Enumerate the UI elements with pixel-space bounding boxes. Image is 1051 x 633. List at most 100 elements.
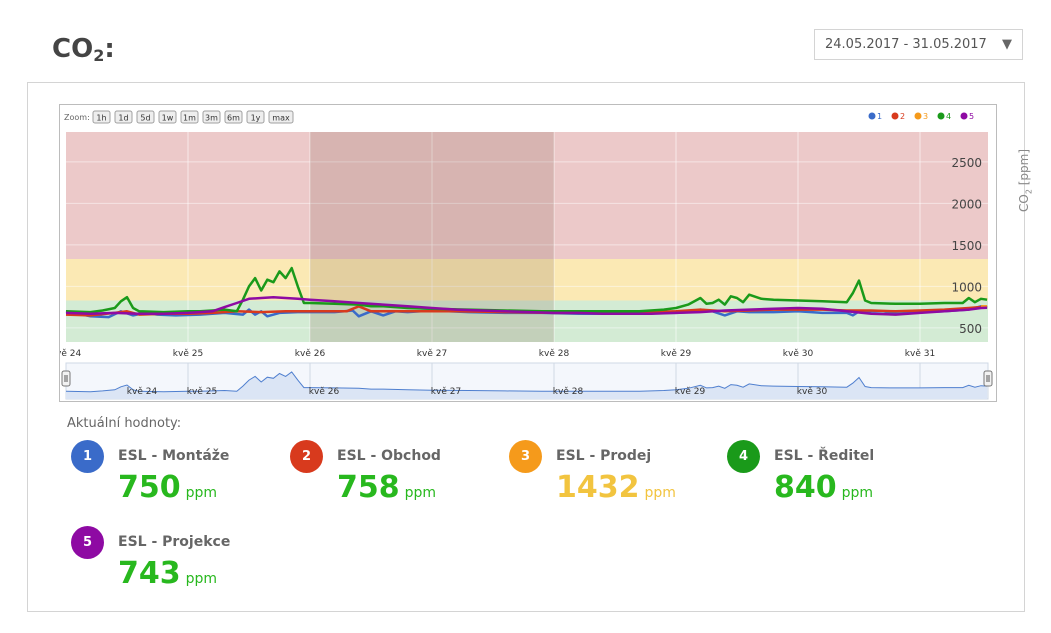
y-axis-label: CO2 [ppm] — [1017, 148, 1034, 212]
sensor-value-number: 840 — [774, 470, 837, 505]
co2-chart: 500 1000 1500 2000 2500 kvě 24 kvě 25 kvě 26 kv… — [60, 105, 996, 401]
sensor-number-badge: 5 — [71, 526, 104, 559]
legend-label: 5 — [969, 112, 974, 121]
legend-item-2[interactable]: 2 — [891, 112, 906, 121]
threshold-band-0 — [66, 300, 988, 342]
sensor-card-4: 4 ESL - Ředitel 840 ppm — [727, 440, 927, 510]
sensor-value: 840 ppm — [774, 470, 873, 505]
zoom-button-label: max — [272, 114, 290, 123]
sensor-value-unit: ppm — [644, 485, 676, 501]
sensor-value-number: 758 — [337, 470, 400, 505]
caret-down-icon[interactable]: ▼ — [1002, 37, 1012, 52]
x-tick-label: kvě 28 — [539, 349, 570, 359]
sensor-card-1: 1 ESL - Montáže 750 ppm — [71, 440, 271, 510]
navigator-series — [65, 371, 988, 393]
zoom-button-label: 1d — [118, 114, 128, 123]
sensor-number-badge: 4 — [727, 440, 760, 473]
current-values-label: Aktuální hodnoty: — [67, 416, 182, 431]
y-tick-label: 2500 — [951, 156, 982, 170]
x-tick-label: kvě 27 — [417, 349, 447, 359]
navigator-tick-label: kvě 29 — [675, 387, 706, 397]
zoom-button-label: 1h — [96, 114, 106, 123]
zoom-button-3m[interactable]: 3m — [202, 110, 221, 124]
legend-marker — [891, 112, 899, 120]
sensor-value: 1432 ppm — [556, 470, 676, 505]
date-range-select[interactable]: 24.05.2017 - 31.05.2017 ▼ — [814, 29, 1023, 60]
y-tick-label: 500 — [959, 322, 982, 336]
zoom-button-1d[interactable]: 1d — [114, 110, 133, 124]
zoom-button-label: 1m — [183, 114, 196, 123]
sensor-number-badge: 1 — [71, 440, 104, 473]
legend-label: 4 — [946, 112, 951, 121]
sensor-value-unit: ppm — [841, 485, 874, 501]
sensor-value-unit: ppm — [185, 571, 218, 587]
zoom-button-label: 5d — [140, 114, 150, 123]
sensor-value-unit: ppm — [404, 485, 437, 501]
sensor-name: ESL - Obchod — [337, 448, 441, 464]
sensor-value-number: 1432 — [556, 470, 640, 505]
legend-item-4[interactable]: 4 — [937, 112, 952, 121]
x-tick-label: kvě 30 — [783, 349, 814, 359]
sensor-name: ESL - Montáže — [118, 448, 230, 464]
navigator-tick-label: kvě 25 — [187, 387, 217, 397]
sensor-value: 758 ppm — [337, 470, 436, 505]
page-title: CO2: — [52, 34, 115, 65]
zoom-button-6m[interactable]: 6m — [224, 110, 243, 124]
zoom-button-label: 1y — [251, 114, 261, 123]
threshold-band-1 — [66, 258, 988, 301]
navigator-tick-label: kvě 26 — [309, 387, 340, 397]
legend-label: 3 — [923, 112, 928, 121]
zoom-button-1m[interactable]: 1m — [180, 110, 199, 124]
sensor-card-5: 5 ESL - Projekce 743 ppm — [71, 526, 271, 596]
sensor-card-2: 2 ESL - Obchod 758 ppm — [290, 440, 490, 510]
y-tick-label: 1000 — [951, 280, 982, 294]
sensor-name: ESL - Projekce — [118, 534, 231, 550]
sensor-number-badge: 3 — [509, 440, 542, 473]
zoom-button-label: 3m — [205, 114, 218, 123]
series-line-5 — [65, 295, 988, 316]
zoom-button-max[interactable]: max — [268, 110, 294, 124]
navigator-handle-left[interactable] — [61, 370, 71, 387]
zoom-label: Zoom: — [64, 113, 90, 122]
navigator-handle-right[interactable] — [983, 370, 993, 387]
sensor-value-number: 750 — [118, 470, 181, 505]
sensor-number-badge: 2 — [290, 440, 323, 473]
navigator-tick-label: kvě 30 — [797, 387, 828, 397]
sensor-value: 750 ppm — [118, 470, 217, 505]
sensor-value-unit: ppm — [185, 485, 218, 501]
legend-item-5[interactable]: 5 — [960, 112, 975, 121]
chart-panel — [27, 82, 1025, 612]
legend-label: 1 — [877, 112, 882, 121]
zoom-button-label: 6m — [227, 114, 240, 123]
x-tick-label: kvě 31 — [905, 349, 935, 359]
legend-item-1[interactable]: 1 — [868, 112, 883, 121]
legend-marker — [960, 112, 968, 120]
sensor-name: ESL - Prodej — [556, 448, 652, 464]
threshold-band-2 — [66, 132, 988, 259]
x-tick-label: kvě 25 — [173, 349, 203, 359]
navigator-tick-label: kvě 27 — [431, 387, 461, 397]
zoom-button-label: 1w — [162, 114, 174, 123]
y-tick-label: 1500 — [951, 239, 982, 253]
legend-label: 2 — [900, 112, 905, 121]
legend-marker — [868, 112, 876, 120]
x-tick-label: kvě 24 — [60, 349, 81, 359]
legend-marker — [914, 112, 922, 120]
legend-marker — [937, 112, 945, 120]
date-range-value: 24.05.2017 - 31.05.2017 — [825, 37, 987, 52]
x-tick-label: kvě 29 — [661, 349, 692, 359]
legend-item-3[interactable]: 3 — [914, 112, 929, 121]
sensor-name: ESL - Ředitel — [774, 448, 875, 464]
navigator-tick-label: kvě 28 — [553, 387, 584, 397]
zoom-button-1h[interactable]: 1h — [92, 110, 111, 124]
sensor-card-3: 3 ESL - Prodej 1432 ppm — [509, 440, 709, 510]
chart-container: 500 1000 1500 2000 2500 kvě 24 kvě 25 kvě 26 kv… — [59, 104, 997, 402]
y-tick-label: 2000 — [951, 197, 982, 211]
zoom-button-5d[interactable]: 5d — [136, 110, 155, 124]
sensor-value: 743 ppm — [118, 556, 217, 591]
navigator-tick-label: kvě 24 — [127, 387, 158, 397]
zoom-button-1w[interactable]: 1w — [158, 110, 177, 124]
sensor-value-number: 743 — [118, 556, 181, 591]
x-tick-label: kvě 26 — [295, 349, 326, 359]
zoom-button-1y[interactable]: 1y — [246, 110, 265, 124]
